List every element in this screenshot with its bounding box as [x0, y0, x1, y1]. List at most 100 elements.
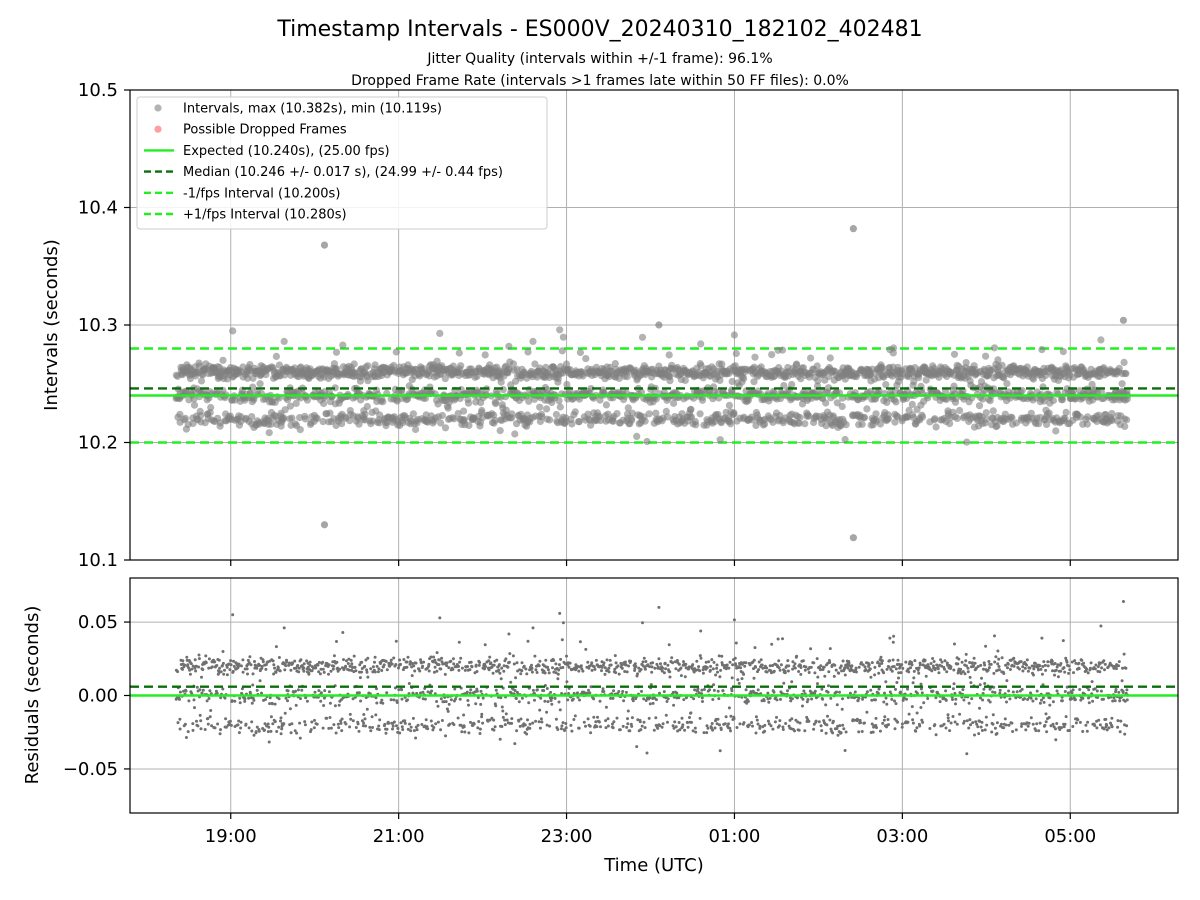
residual-point [205, 699, 209, 703]
residual-point [995, 721, 999, 725]
residual-point [460, 666, 464, 670]
residual-point [551, 666, 554, 670]
residual-point [611, 696, 615, 700]
interval-point [1097, 336, 1105, 344]
residual-point [853, 690, 857, 694]
residual-point [250, 701, 254, 705]
residual-point [598, 699, 602, 703]
residual-point [969, 681, 973, 685]
residual-point [409, 725, 413, 729]
residual-point [316, 663, 320, 667]
residual-point [1007, 689, 1011, 693]
residual-point [222, 672, 226, 676]
residual-point [250, 720, 254, 724]
residual-point [705, 731, 709, 735]
residual-point [964, 659, 968, 663]
residual-point [828, 661, 832, 664]
residual-point [181, 667, 184, 671]
residual-point [786, 659, 790, 663]
residual-point [429, 719, 433, 723]
interval-point [176, 410, 184, 418]
residual-point [617, 672, 621, 676]
interval-point [641, 417, 649, 425]
residual-point [890, 697, 894, 701]
residual-point [462, 725, 466, 729]
residual-point [1008, 697, 1012, 701]
interval-point [364, 362, 372, 370]
residual-point [914, 729, 918, 733]
interval-point [740, 375, 748, 383]
interval-point [243, 374, 252, 382]
residual-point [733, 656, 737, 660]
residual-point [907, 712, 911, 716]
residual-point [772, 690, 776, 694]
interval-point [457, 362, 465, 370]
residual-point [499, 696, 503, 700]
residual-point [307, 672, 311, 676]
residual-point [479, 689, 483, 693]
residual-point [374, 713, 378, 717]
residual-point [176, 721, 180, 725]
residual-point [512, 662, 516, 666]
residual-point [854, 670, 858, 674]
residual-point [634, 665, 638, 668]
residual-point [1031, 699, 1035, 703]
interval-point [842, 421, 850, 429]
residual-point [274, 670, 278, 674]
residual-point [843, 673, 847, 677]
residual-point [895, 681, 899, 684]
residual-point [313, 718, 316, 722]
residual-point [579, 664, 583, 668]
interval-point [1038, 346, 1046, 354]
residual-point [283, 711, 287, 715]
residual-point [932, 660, 936, 663]
residual-point [786, 689, 789, 693]
residual-point [216, 722, 220, 726]
residual-point [874, 698, 877, 702]
residual-point [267, 725, 271, 729]
residual-point [547, 671, 551, 675]
residual-point [697, 665, 701, 669]
residual-point [466, 665, 470, 668]
residual-point [537, 664, 541, 668]
residual-point [648, 702, 652, 706]
residual-point [797, 670, 801, 673]
residual-point [873, 673, 877, 677]
residual-point [1011, 730, 1015, 733]
interval-point [748, 416, 757, 424]
interval-point [950, 350, 959, 358]
residual-point [595, 725, 599, 729]
residual-point [1025, 658, 1029, 662]
residual-point [384, 731, 388, 735]
residual-point [299, 658, 303, 662]
residual-point [251, 683, 255, 687]
residual-point [604, 719, 608, 723]
interval-point [441, 424, 450, 432]
residual-point [985, 723, 989, 727]
residual-point [565, 654, 568, 658]
residual-point [426, 727, 430, 731]
residual-point [1006, 666, 1009, 670]
residual-point [193, 658, 197, 662]
residual-point [1003, 717, 1007, 721]
residual-point [799, 666, 803, 669]
residual-point [327, 690, 331, 694]
residual-point [199, 727, 203, 731]
residual-point [639, 728, 643, 732]
residual-point [581, 669, 585, 673]
residual-point [994, 655, 998, 659]
residual-point [525, 732, 529, 736]
residual-point [616, 664, 620, 668]
residual-point [813, 689, 817, 693]
residual-point [596, 715, 599, 719]
residual-point [894, 687, 897, 691]
residual-point [398, 731, 402, 735]
residual-point [557, 663, 561, 667]
residual-point [549, 690, 553, 694]
residual-point [310, 720, 314, 724]
residual-point [662, 690, 666, 694]
residual-point [298, 721, 302, 725]
residual-point [398, 658, 402, 662]
residual-point [973, 733, 976, 737]
residual-point [264, 667, 268, 671]
